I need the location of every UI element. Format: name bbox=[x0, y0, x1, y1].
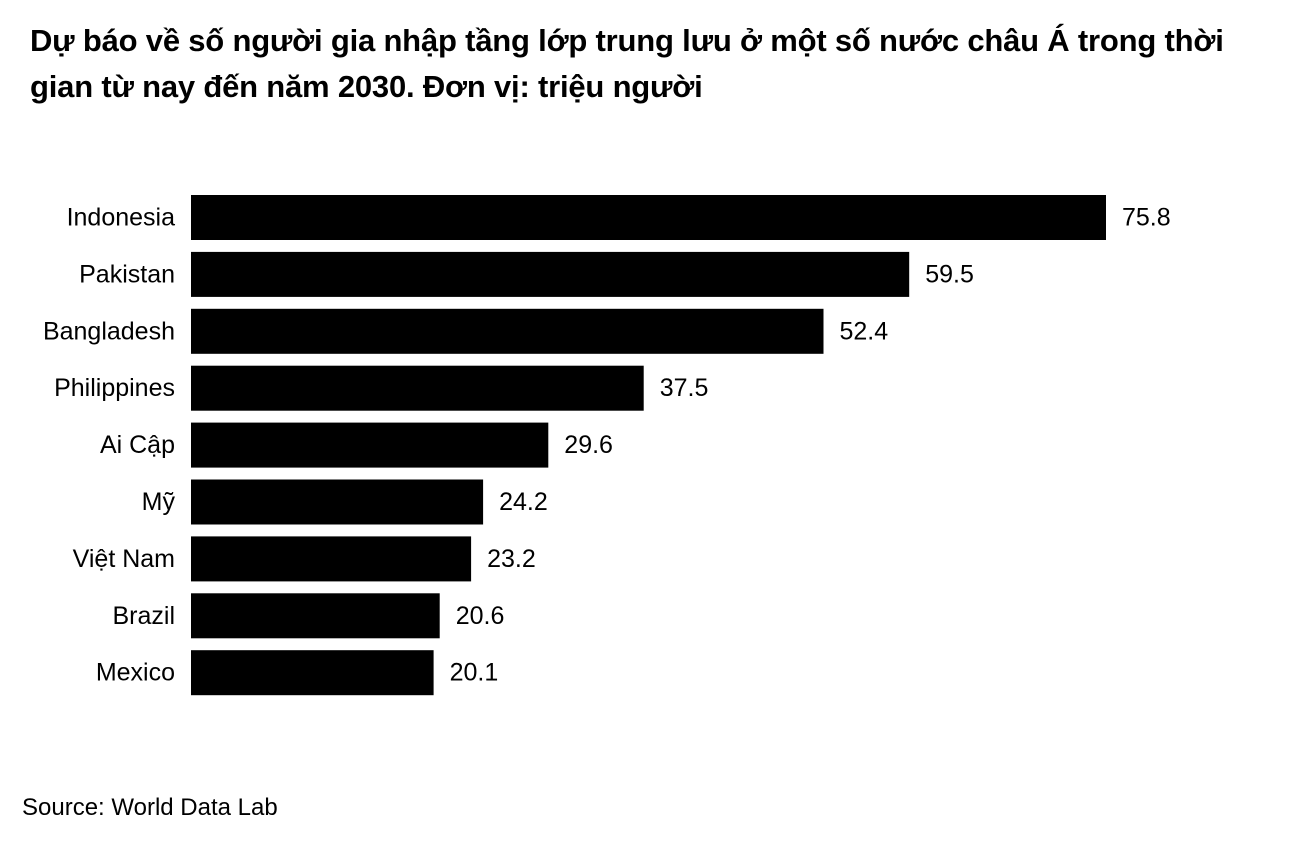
bar-7 bbox=[191, 593, 440, 639]
category-label: Pakistan bbox=[79, 260, 175, 288]
value-label: 75.8 bbox=[1122, 204, 1171, 232]
category-label: Bangladesh bbox=[43, 317, 175, 345]
bar-8 bbox=[191, 650, 434, 696]
bar-2 bbox=[191, 308, 824, 354]
bar-1 bbox=[191, 251, 910, 297]
category-label: Philippines bbox=[54, 374, 175, 402]
value-label: 20.6 bbox=[456, 602, 505, 630]
value-label: 37.5 bbox=[660, 374, 709, 402]
bar-6 bbox=[191, 536, 472, 582]
category-label: Việt Nam bbox=[73, 545, 175, 573]
category-label: Ai Cập bbox=[100, 431, 175, 459]
value-label: 24.2 bbox=[499, 488, 548, 516]
value-label: 29.6 bbox=[564, 431, 613, 459]
value-label: 23.2 bbox=[487, 545, 536, 573]
category-label: Indonesia bbox=[67, 204, 176, 232]
bar-4 bbox=[191, 422, 549, 468]
value-label: 59.5 bbox=[925, 260, 974, 288]
category-label: Brazil bbox=[112, 602, 175, 630]
category-label: Mexico bbox=[96, 659, 175, 687]
bar-5 bbox=[191, 479, 484, 525]
value-label: 52.4 bbox=[840, 317, 889, 345]
category-label: Mỹ bbox=[142, 488, 176, 516]
chart-title: Dự báo về số người gia nhập tầng lớp tru… bbox=[30, 23, 1224, 104]
source-note: Source: World Data Lab bbox=[22, 794, 278, 821]
bar-3 bbox=[191, 365, 644, 411]
value-label: 20.1 bbox=[450, 659, 499, 687]
bar-0 bbox=[191, 195, 1106, 240]
